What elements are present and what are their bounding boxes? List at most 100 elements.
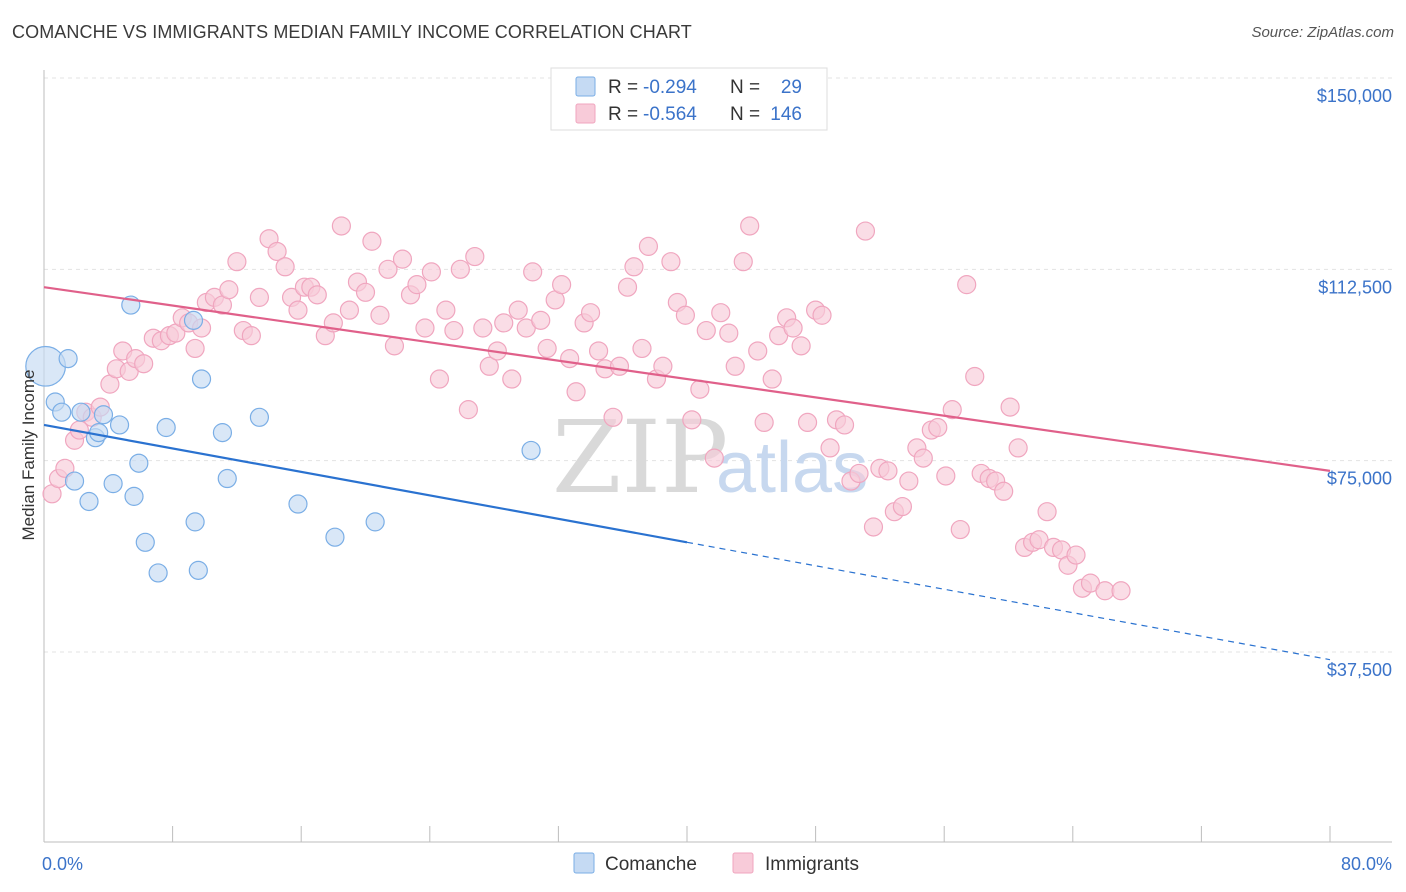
immigrants-point [331,216,351,236]
legend-n-value-comanche: 29 [781,77,802,98]
comanche-point [188,560,208,580]
comanche-point [183,310,204,330]
immigrants-point [465,246,485,267]
immigrants-point [965,366,985,387]
immigrants-point [531,310,551,330]
y-axis-label: Median Family Income [19,369,38,540]
immigrants-point [849,463,869,484]
immigrants-point [950,519,970,540]
immigrants-point [436,300,456,320]
immigrants-point [797,412,818,432]
immigrants-point [523,262,543,282]
immigrants-point [834,415,855,435]
immigrants-point [791,336,811,356]
immigrants-point [754,412,774,432]
comanche-point [325,527,345,547]
immigrants-point [675,305,695,325]
comanche-point [191,369,212,389]
immigrants-point [740,216,760,236]
comanche-point [52,402,72,422]
immigrants-point [936,466,956,486]
immigrants-point [820,438,840,458]
comanche-point [71,402,91,422]
immigrants-point [444,320,464,341]
immigrants-point [429,369,450,389]
immigrants-point [219,280,239,300]
immigrants-point [899,471,919,491]
immigrants-point [267,241,287,262]
immigrants-point [355,282,376,302]
legend-n-label-comanche: N = [730,77,760,98]
comanche-point [185,512,205,532]
immigrants-point [942,400,962,420]
immigrants-point [450,259,470,279]
bottom-legend-swatch-comanche [573,852,595,874]
comanche-point [249,407,270,427]
immigrants-point [384,336,405,356]
legend-swatch-immigrants [575,103,596,124]
immigrants-point [783,318,803,338]
bottom-legend-swatch-immigrants [732,852,754,874]
immigrants-point [603,407,623,427]
legend-n-label-immigrants: N = [730,104,760,125]
immigrants-point [307,285,327,305]
legend-r-label-comanche: R = [608,77,638,98]
immigrants-point [719,323,739,343]
immigrants-point [185,338,205,359]
immigrants-point [1111,581,1131,601]
immigrants-point [878,461,898,481]
immigrants-point [134,354,154,374]
bottom-legend-label-comanche: Comanche [605,854,697,875]
immigrants-point [1095,581,1115,601]
immigrants-point [632,338,652,359]
immigrants-point [55,458,75,478]
immigrants-point [653,356,673,376]
chart-title: COMANCHE VS IMMIGRANTS MEDIAN FAMILY INC… [12,22,692,42]
immigrants-point [508,300,528,320]
immigrants-point [580,303,601,323]
y-tick-label: $37,500 [1327,660,1392,680]
immigrants-point [392,249,413,269]
watermark-zip: ZIP [552,399,728,516]
bottom-legend-label-immigrants: Immigrants [765,854,859,875]
immigrants-point [479,356,499,376]
comanche-point [58,349,78,369]
legend-swatch-comanche [575,76,596,97]
immigrants-point [863,517,884,537]
immigrants-point [1066,545,1086,565]
immigrants-point [249,287,270,307]
comanche-point [89,423,109,443]
comanche-point [135,532,155,552]
comanche-trend-line-extension [686,541,1331,661]
legend-r-value-immigrants: -0.564 [643,104,697,125]
source-label: Source: ZipAtlas.com [1251,24,1394,41]
immigrants-point [748,341,768,361]
comanche-trend-line [43,423,688,544]
immigrants-point [407,275,427,295]
immigrants-point [624,257,644,277]
immigrants-point [588,341,609,361]
legend-n-value-immigrants: 146 [770,104,802,125]
bottom-legend: Comanche Immigrants [573,852,859,875]
immigrants-point [704,448,724,468]
immigrants-point [661,252,681,272]
immigrants-point [227,252,247,272]
immigrants-point [762,369,782,389]
immigrants-point [241,326,261,346]
immigrants-point [913,448,933,468]
immigrants-point [288,300,308,320]
immigrants-point [458,400,478,420]
immigrants-point [892,496,913,517]
immigrants-point [552,275,572,295]
top-legend: R = -0.294 N = 29 R = -0.564 N = 146 [550,67,828,131]
legend-r-label-immigrants: R = [608,104,638,125]
watermark: ZIP atlas [552,399,868,516]
watermark-atlas: atlas [716,428,868,508]
top-legend-box [550,67,828,131]
comanche-point [79,491,99,512]
comanche-point [217,468,237,489]
immigrants-point [994,481,1014,501]
immigrants-point [537,338,557,359]
immigrants-point [378,259,398,279]
